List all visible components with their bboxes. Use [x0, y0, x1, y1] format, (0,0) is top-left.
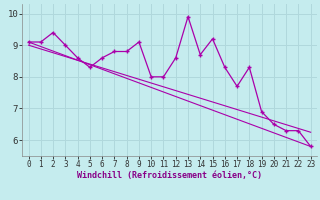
X-axis label: Windchill (Refroidissement éolien,°C): Windchill (Refroidissement éolien,°C) [77, 171, 262, 180]
